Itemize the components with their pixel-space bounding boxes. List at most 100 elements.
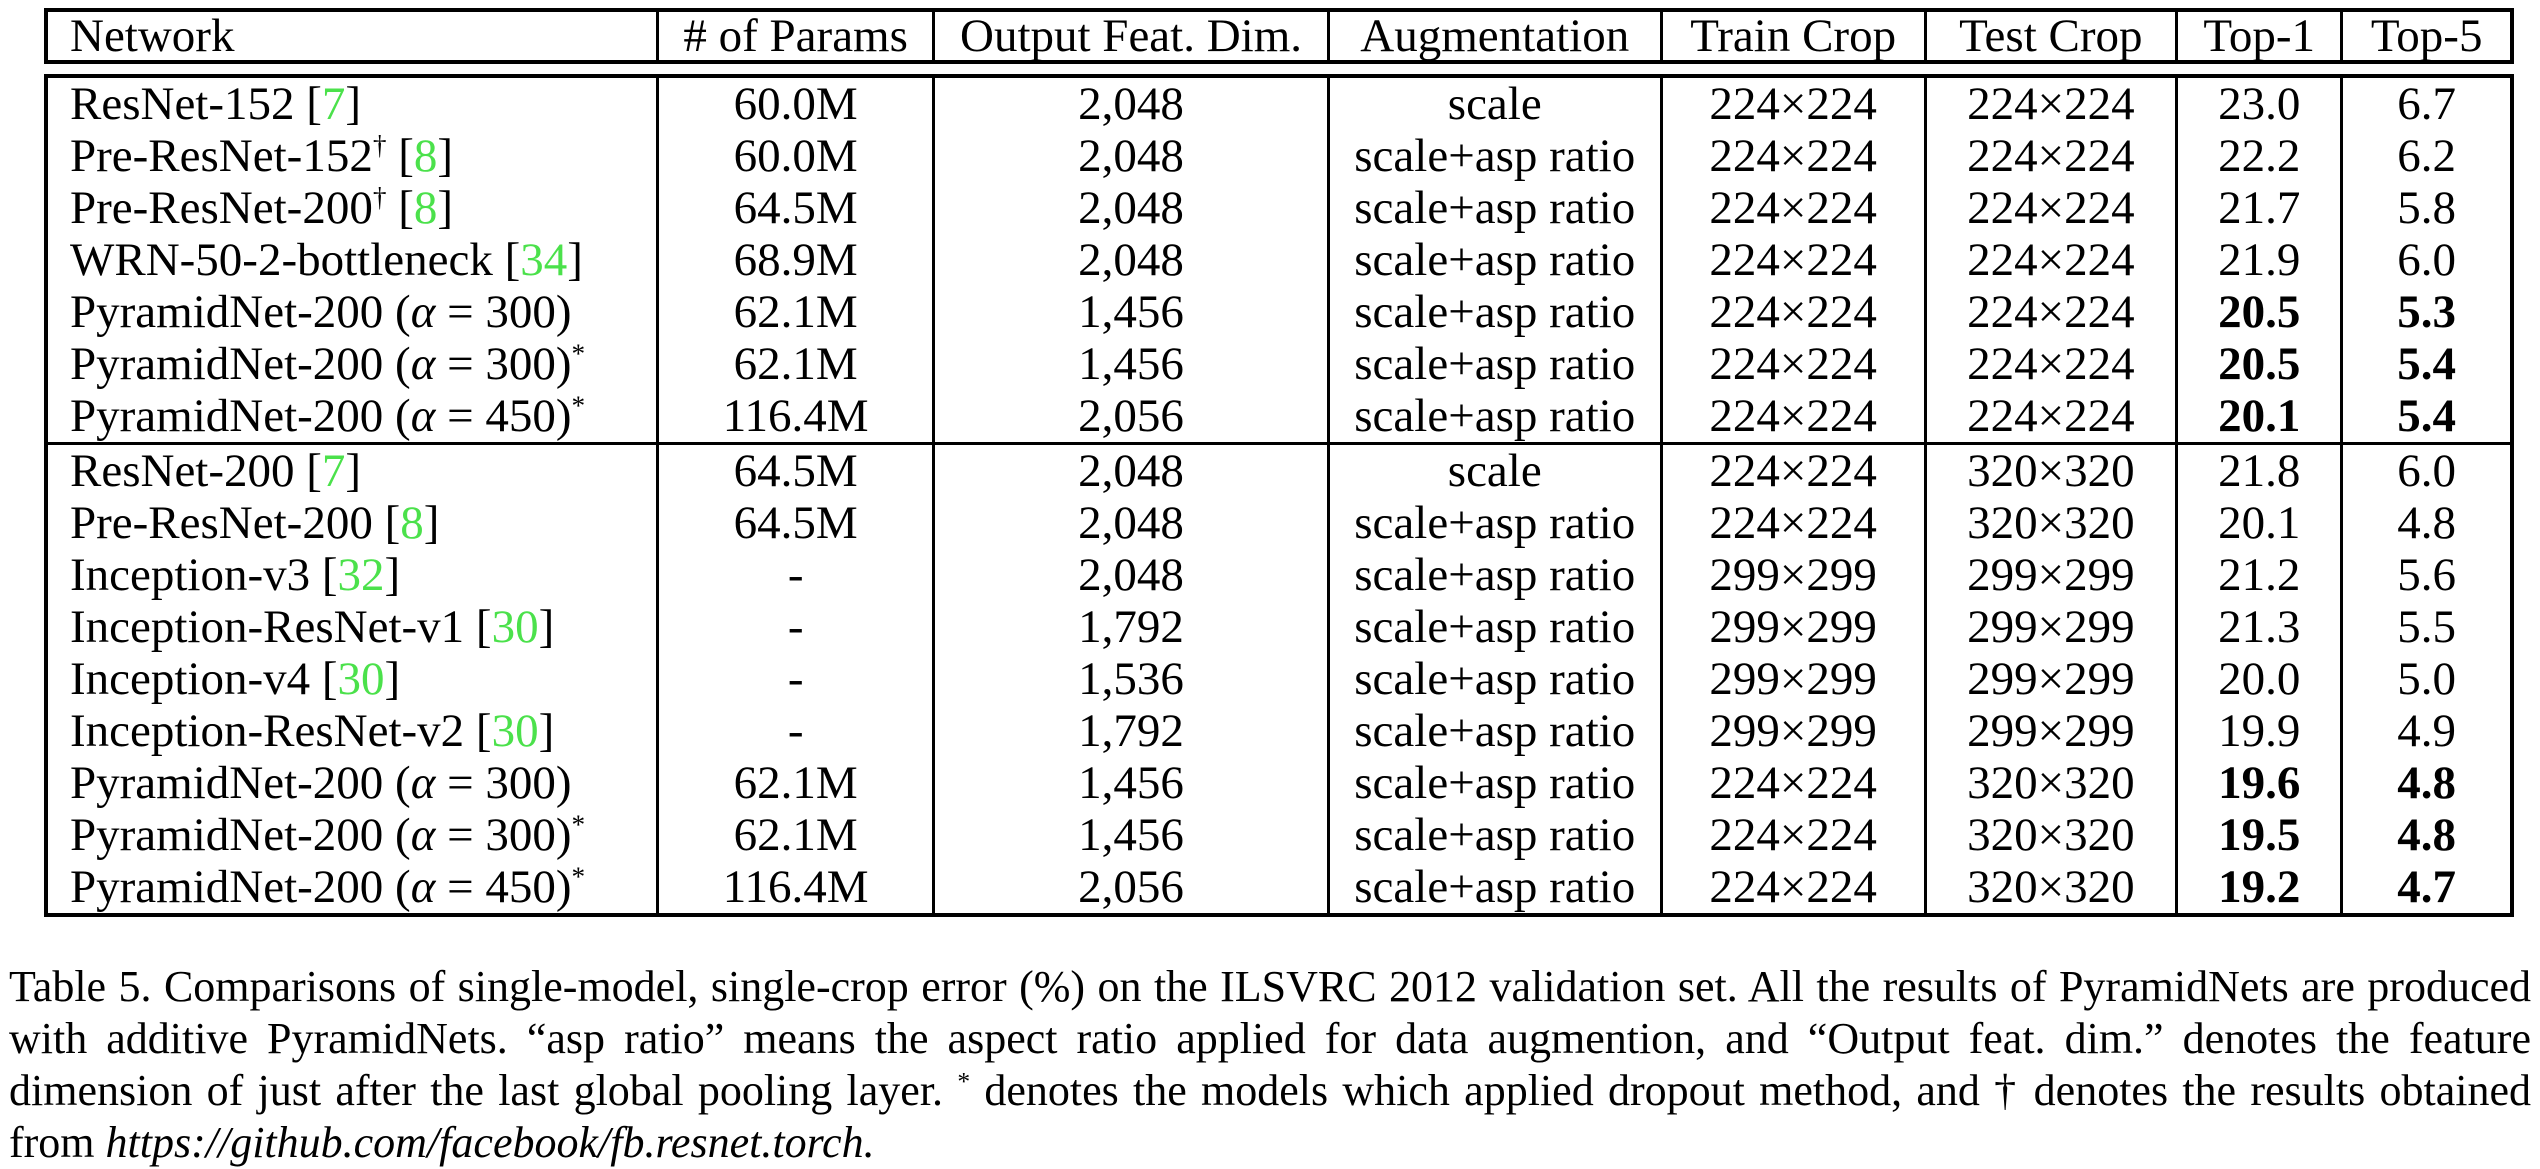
network-cell: PyramidNet-200 (α = 300)* xyxy=(46,809,660,861)
top5-cell: 5.5 xyxy=(2397,601,2457,653)
params-cell: 116.4M xyxy=(657,861,936,915)
params-cell: 64.5M xyxy=(657,442,936,497)
train-crop-cell: 224×224 xyxy=(1661,76,1927,130)
table-row: Inception-ResNet-v1 [30] -1,792 scale+asp … xyxy=(46,601,2512,653)
citation-link[interactable]: 7 xyxy=(321,445,346,497)
test-crop-cell: 320×320 xyxy=(1925,861,2179,915)
citation-link[interactable]: 34 xyxy=(520,234,568,286)
network-cell: PyramidNet-200 (α = 450)* xyxy=(46,390,660,444)
superscript-marker: * xyxy=(571,338,586,369)
feat-dim-cell: 2,048 xyxy=(933,234,1330,286)
alpha-symbol: α xyxy=(410,338,436,390)
table-group-2: ResNet-200 [7] 64.5M 2,048 scale 224×224 320×… xyxy=(46,442,2512,915)
network-cell: Pre-ResNet-200 [8] xyxy=(46,497,660,549)
superscript-marker: * xyxy=(571,861,586,892)
top5-cell: 6.0 xyxy=(2341,442,2512,497)
network-cell: WRN-50-2-bottleneck [34] xyxy=(46,234,660,286)
network-cell: Pre-ResNet-200† [8] xyxy=(46,182,660,234)
test-crop-cell: 299×299 xyxy=(1925,653,2179,705)
column-header-feat-dim: Output Feat. Dim. xyxy=(933,10,1330,62)
test-crop-cell: 320×320 xyxy=(1925,442,2179,497)
top5-cell: 5.8 xyxy=(2397,182,2457,234)
augmentation-cell: scale xyxy=(1328,442,1663,497)
network-cell: Inception-ResNet-v1 [30] xyxy=(46,601,660,653)
test-crop-cell: 299×299 xyxy=(1925,601,2179,653)
top1-cell: 23.0 xyxy=(2176,76,2344,130)
augmentation-cell: scale xyxy=(1328,76,1663,130)
top1-cell: 21.2 xyxy=(2176,549,2344,601)
network-cell: PyramidNet-200 (α = 450)* xyxy=(46,861,660,915)
top5-cell: 5.6 xyxy=(2397,549,2457,601)
augmentation-cell: scale+asp ratio xyxy=(1328,705,1663,757)
augmentation-cell: scale+asp ratio xyxy=(1328,130,1663,182)
train-crop-cell: 299×299 xyxy=(1661,601,1927,653)
feat-dim-cell: 1,456 xyxy=(933,338,1330,390)
column-header-network: Network xyxy=(46,10,660,62)
citation-link[interactable]: 8 xyxy=(400,497,424,549)
test-crop-cell: 299×299 xyxy=(1925,705,2179,757)
top1-cell: 20.1 xyxy=(2176,497,2344,549)
citation-link[interactable]: 7 xyxy=(321,78,346,130)
augmentation-cell: scale+asp ratio xyxy=(1328,390,1663,444)
train-crop-cell: 224×224 xyxy=(1661,497,1927,549)
paper-page: { "colors": { "citation_green": "#4be14b… xyxy=(0,8,2540,1169)
citation-link[interactable]: 8 xyxy=(413,182,438,234)
citation-link[interactable]: 30 xyxy=(491,705,539,757)
column-header-test-crop: Test Crop xyxy=(1925,10,2179,62)
table-row: Pre-ResNet-152† [8] 60.0M 2,048 scale+asp r… xyxy=(46,130,2512,182)
top5-cell: 4.8 xyxy=(2397,497,2457,549)
feat-dim-cell: 2,048 xyxy=(933,182,1330,234)
superscript-marker: * xyxy=(571,809,586,840)
params-cell: 62.1M xyxy=(657,757,936,809)
citation-link[interactable]: 30 xyxy=(491,601,539,653)
augmentation-cell: scale+asp ratio xyxy=(1328,757,1663,809)
network-cell: ResNet-200 [7] xyxy=(46,442,660,497)
network-cell: Inception-v4 [30] xyxy=(46,653,660,705)
top5-cell: 5.0 xyxy=(2397,653,2457,705)
feat-dim-cell: 1,456 xyxy=(933,286,1330,338)
table-row: PyramidNet-200 (α = 300) 62.1M 1,456 scale+… xyxy=(46,286,2512,338)
citation-link[interactable]: 30 xyxy=(337,653,385,705)
test-crop-cell: 224×224 xyxy=(1925,182,2179,234)
feat-dim-cell: 2,048 xyxy=(933,130,1330,182)
params-cell: 62.1M xyxy=(657,809,936,861)
top1-cell: 19.6 xyxy=(2176,757,2344,809)
feat-dim-cell: 1,456 xyxy=(933,757,1330,809)
column-header-params: # of Params xyxy=(657,10,936,62)
network-cell: PyramidNet-200 (α = 300) xyxy=(46,757,660,809)
train-crop-cell: 224×224 xyxy=(1661,130,1927,182)
top1-cell: 19.5 xyxy=(2176,809,2344,861)
train-crop-cell: 224×224 xyxy=(1661,338,1927,390)
table-group-1: ResNet-152 [7] 60.0M 2,048 scale 224×224 224×… xyxy=(46,76,2512,444)
train-crop-cell: 299×299 xyxy=(1661,705,1927,757)
table-row: PyramidNet-200 (α = 300)* 62.1M 1,456 scale… xyxy=(46,338,2512,390)
network-cell: Pre-ResNet-152† [8] xyxy=(46,130,660,182)
params-cell: 68.9M xyxy=(657,234,936,286)
citation-link[interactable]: 32 xyxy=(337,549,385,601)
table-row: Inception-v3 [32] -2,048 scale+asp ratio 29… xyxy=(46,549,2512,601)
top5-cell: 4.9 xyxy=(2397,705,2457,757)
feat-dim-cell: 2,056 xyxy=(933,861,1330,915)
top1-cell: 21.8 xyxy=(2176,442,2344,497)
citation-link[interactable]: 8 xyxy=(413,130,438,182)
superscript-marker: † xyxy=(372,182,387,213)
params-cell: 64.5M xyxy=(657,497,936,549)
test-crop-cell: 224×224 xyxy=(1925,234,2179,286)
top5-cell: 6.0 xyxy=(2397,234,2457,286)
top5-cell: 5.4 xyxy=(2397,390,2457,442)
table-row: PyramidNet-200 (α = 300) 62.1M 1,456 scale+… xyxy=(46,757,2512,809)
caption-url-link[interactable]: https://github.com/facebook/fb.resnet.to… xyxy=(105,1118,875,1167)
train-crop-cell: 299×299 xyxy=(1661,549,1927,601)
augmentation-cell: scale+asp ratio xyxy=(1328,338,1663,390)
top1-cell: 20.1 xyxy=(2176,390,2344,444)
augmentation-cell: scale+asp ratio xyxy=(1328,653,1663,705)
table-row: ResNet-152 [7] 60.0M 2,048 scale 224×224 224×… xyxy=(46,76,2512,130)
top5-cell: 6.2 xyxy=(2397,130,2457,182)
train-crop-cell: 224×224 xyxy=(1661,286,1927,338)
top1-cell: 19.2 xyxy=(2176,861,2344,915)
params-cell: - xyxy=(657,549,936,601)
params-cell: 64.5M xyxy=(657,182,936,234)
params-cell: 60.0M xyxy=(657,130,936,182)
params-cell: 62.1M xyxy=(657,286,936,338)
test-crop-cell: 320×320 xyxy=(1925,809,2179,861)
